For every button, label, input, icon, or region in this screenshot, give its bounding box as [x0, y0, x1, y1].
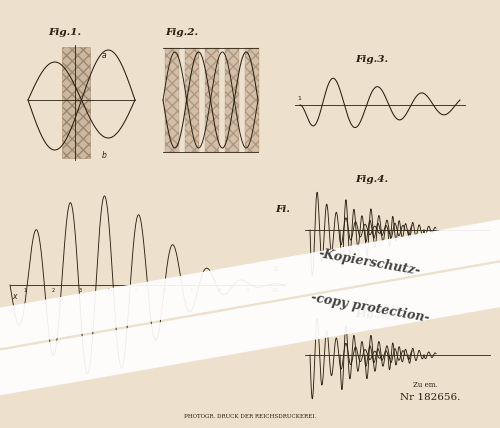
- Text: Fig.1.: Fig.1.: [48, 28, 81, 37]
- Polygon shape: [0, 187, 500, 348]
- Bar: [245, 48, 259, 152]
- Text: Fig.2.: Fig.2.: [165, 28, 198, 37]
- Text: Fig.4.: Fig.4.: [355, 175, 388, 184]
- Text: Zu em.: Zu em.: [412, 381, 438, 389]
- Text: b: b: [102, 151, 107, 160]
- Bar: [185, 48, 199, 152]
- Text: 2: 2: [51, 288, 54, 293]
- Text: 3: 3: [79, 288, 82, 293]
- Text: Fi.: Fi.: [275, 205, 290, 214]
- Text: 1: 1: [24, 288, 26, 293]
- Text: -Kopierschutz-: -Kopierschutz-: [318, 248, 422, 278]
- Text: x: x: [12, 292, 16, 301]
- Polygon shape: [0, 231, 500, 395]
- Text: 7: 7: [190, 288, 193, 293]
- Text: 9: 9: [246, 288, 248, 293]
- Text: 4: 4: [107, 288, 110, 293]
- Text: 5: 5: [134, 288, 138, 293]
- Bar: [165, 48, 179, 152]
- Text: 10: 10: [272, 288, 278, 293]
- Text: 6: 6: [162, 288, 166, 293]
- Text: Fig.5.: Fig.5.: [355, 310, 388, 319]
- Bar: [205, 48, 219, 152]
- Text: a: a: [102, 51, 106, 59]
- Text: x: x: [273, 264, 278, 273]
- Text: -copy protection-: -copy protection-: [310, 291, 430, 325]
- Bar: [225, 48, 239, 152]
- Text: 1: 1: [297, 96, 301, 101]
- Text: Fig.3.: Fig.3.: [355, 55, 388, 64]
- Bar: [62, 47, 90, 158]
- Text: PHOTOGR. DRUCK DER REICHSDRUCKEREI.: PHOTOGR. DRUCK DER REICHSDRUCKEREI.: [184, 414, 316, 419]
- Text: 8: 8: [218, 288, 221, 293]
- Text: Nr 182656.: Nr 182656.: [400, 393, 460, 402]
